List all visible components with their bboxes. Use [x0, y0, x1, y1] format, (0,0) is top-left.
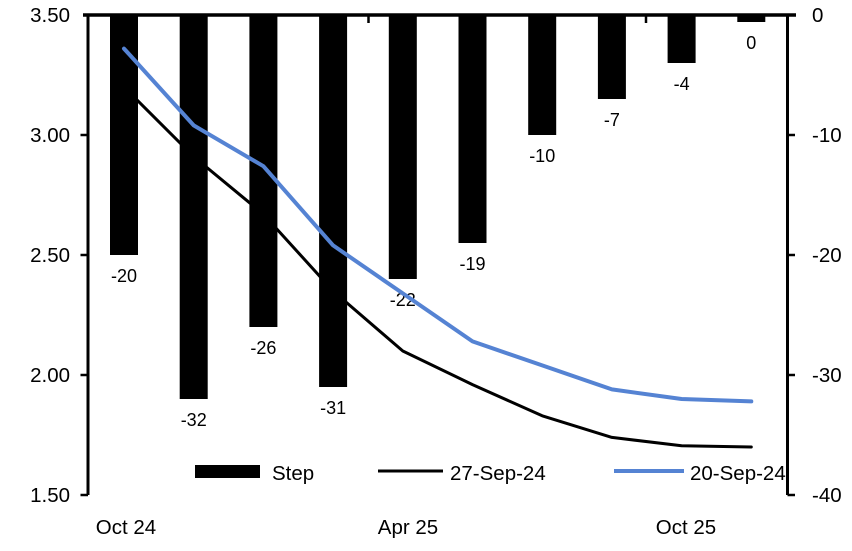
- bar-data-label: -31: [320, 398, 346, 418]
- legend-swatch-step: [195, 465, 260, 478]
- left-axis-tick-label: 1.50: [30, 484, 70, 507]
- step-bar: [319, 15, 348, 387]
- legend-label-20-sep-24: 20-Sep-24: [690, 462, 786, 485]
- bar-data-label: -4: [674, 74, 690, 94]
- step-bar: [528, 15, 557, 135]
- x-axis-tick-label: Oct 24: [96, 516, 156, 539]
- step-bar: [597, 15, 626, 99]
- legend-label-27-sep-24: 27-Sep-24: [450, 462, 546, 485]
- right-axis-tick-label: 0: [812, 4, 823, 27]
- step-bar: [458, 15, 487, 243]
- bar-data-label: -26: [250, 338, 276, 358]
- bar-data-label: -7: [604, 110, 620, 130]
- left-axis-tick-label: 3.00: [30, 124, 70, 147]
- bar-data-label: -22: [390, 290, 416, 310]
- left-axis-tick-label: 2.00: [30, 364, 70, 387]
- left-axis-tick-label: 3.50: [30, 4, 70, 27]
- step-bar: [249, 15, 278, 327]
- bar-data-label: -20: [111, 266, 137, 286]
- right-axis-tick-label: -30: [812, 364, 842, 387]
- right-axis-tick-label: -20: [812, 244, 842, 267]
- right-axis-tick-label: -40: [812, 484, 842, 507]
- legend-label-step: Step: [272, 462, 314, 485]
- step-bar: [110, 15, 138, 255]
- left-axis-tick-label: 2.50: [30, 244, 70, 267]
- bar-data-label: 0: [746, 33, 756, 53]
- step-bar: [388, 15, 417, 279]
- x-axis-tick-label: Oct 25: [656, 516, 716, 539]
- step-bar: [737, 15, 766, 22]
- bar-data-label: -19: [459, 254, 485, 274]
- bar-data-label: -10: [529, 146, 555, 166]
- step-bar: [179, 15, 208, 399]
- line-27-sep-24: [122, 85, 753, 449]
- legend: Step 27-Sep-24 20-Sep-24: [195, 462, 786, 485]
- right-axis-tick-label: -10: [812, 124, 842, 147]
- x-axis-tick-label: Apr 25: [378, 516, 438, 539]
- line-20-sep-24: [122, 46, 754, 404]
- bar-data-label: -32: [181, 410, 207, 430]
- step-bar: [667, 15, 696, 63]
